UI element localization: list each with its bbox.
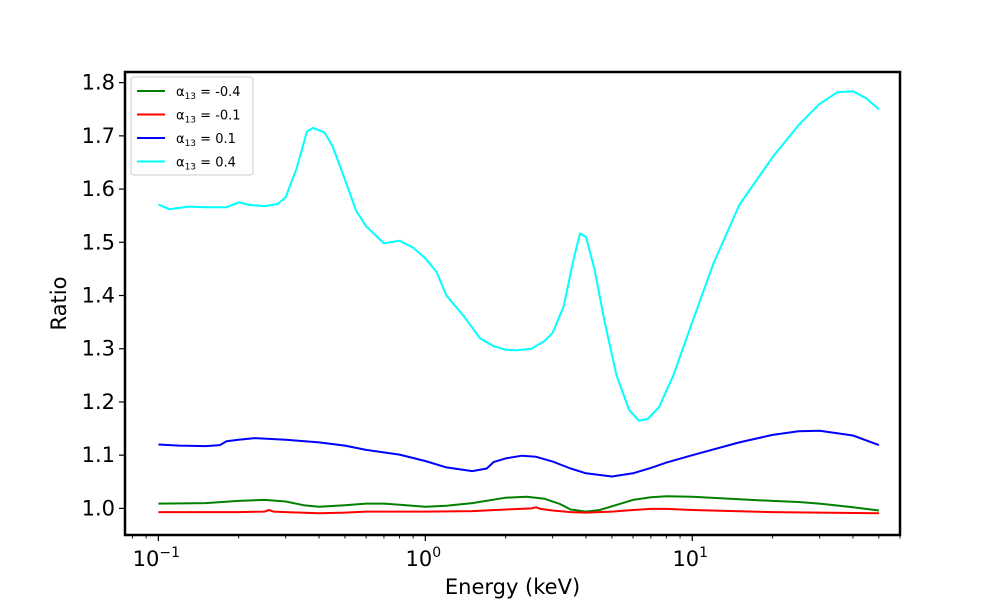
y-tick-label: 1.4	[82, 284, 115, 308]
y-tick-label: 1.6	[82, 177, 115, 201]
series-line-0	[158, 495, 880, 513]
y-tick-label: 1.8	[82, 71, 115, 95]
y-tick-label: 1.0	[82, 496, 115, 520]
y-tick-label: 1.1	[82, 443, 115, 467]
series-line-1	[158, 506, 879, 515]
plot-area	[158, 90, 880, 515]
series-line-3	[158, 90, 880, 422]
x-tick-label: 100	[405, 545, 441, 571]
x-axis-label: Energy (keV)	[445, 575, 580, 599]
series-line-2	[158, 429, 880, 478]
y-tick-label: 1.7	[82, 124, 115, 148]
y-axis: 1.0 1.1 1.2 1.3 1.4 1.5 1.6 1.7 1.8	[82, 71, 125, 520]
legend-label: α13 = 0.4	[176, 156, 236, 173]
legend-label: α13 = 0.1	[176, 132, 236, 149]
y-axis-label: Ratio	[47, 277, 71, 331]
x-axis: 10−1 100 101	[132, 535, 901, 571]
series-lines	[158, 90, 880, 515]
legend-label: α13 = -0.1	[176, 109, 241, 126]
y-tick-label: 1.3	[82, 337, 115, 361]
x-tick-label: 10−1	[133, 545, 180, 571]
legend-box	[130, 76, 254, 176]
legend: α13 = -0.4 α13 = -0.1 α13 = 0.1 α13 = 0.4	[130, 76, 254, 176]
y-tick-label: 1.5	[82, 230, 115, 254]
y-tick-label: 1.2	[82, 390, 115, 414]
x-tick-label: 101	[672, 545, 708, 571]
axes-frame	[123, 70, 902, 537]
legend-label: α13 = -0.4	[176, 85, 241, 102]
